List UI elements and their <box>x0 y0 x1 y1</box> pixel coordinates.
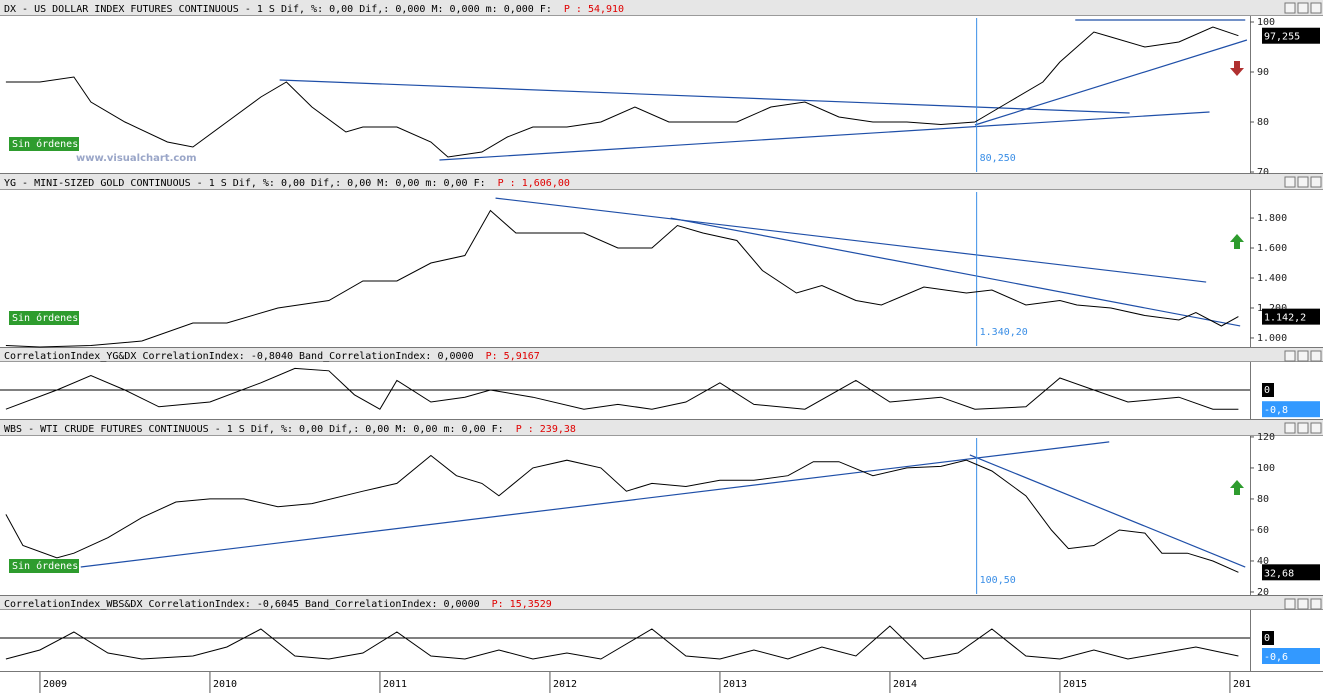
window-button <box>1284 598 1296 610</box>
window-button <box>1297 350 1309 362</box>
time-axis <box>0 672 1323 693</box>
reference-label: 0 <box>1264 385 1270 396</box>
x-tick-label: 2014 <box>893 679 917 690</box>
current-value-box <box>1262 648 1320 665</box>
x-tick-label: 2015 <box>1063 679 1087 690</box>
window-button <box>1297 2 1309 14</box>
window-button <box>1297 176 1309 188</box>
price-label: P : 239,38 <box>516 424 576 435</box>
y-tick-label: 60 <box>1257 525 1269 536</box>
y-tick-label: 1.800 <box>1257 213 1287 224</box>
y-tick-label: 1.400 <box>1257 273 1287 284</box>
orders-label: Sin órdenes <box>12 138 78 150</box>
current-value-box <box>1262 401 1320 418</box>
watermark: www.visualchart.com <box>76 153 197 164</box>
marker-label: 80,250 <box>980 153 1016 164</box>
x-tick-label: 2009 <box>43 679 67 690</box>
price-label: P: 15,3529 <box>492 599 552 610</box>
current-value-label: 97,255 <box>1264 32 1300 43</box>
price-label: P : 1,606,00 <box>498 178 570 189</box>
price-line <box>5 454 1239 573</box>
window-button <box>1310 176 1322 188</box>
reference-label: 0 <box>1264 633 1270 644</box>
trendline <box>80 441 1110 568</box>
price-line <box>5 209 1239 348</box>
price-line <box>5 367 1239 410</box>
orders-label: Sin órdenes <box>12 560 78 572</box>
panel-title: YG - MINI-SIZED GOLD CONTINUOUS - 1 S Di… <box>4 178 486 189</box>
window-button <box>1310 598 1322 610</box>
current-value-box <box>1262 564 1320 581</box>
current-value-label: -0,8 <box>1264 405 1288 416</box>
orders-badge <box>9 137 79 151</box>
signal-arrow <box>1230 234 1244 249</box>
window-button <box>1310 350 1322 362</box>
marker-label: 100,50 <box>980 575 1016 586</box>
current-value-label: 1.142,2 <box>1264 313 1306 324</box>
window-button <box>1284 176 1296 188</box>
panel-header <box>0 348 1323 362</box>
y-tick-label: 1.000 <box>1257 333 1287 344</box>
panel-title: WBS - WTI CRUDE FUTURES CONTINUOUS - 1 S… <box>4 424 504 435</box>
panel-header <box>0 420 1323 436</box>
price-label: P : 54,910 <box>564 4 624 15</box>
signal-arrow <box>1230 480 1244 495</box>
orders-label: Sin órdenes <box>12 312 78 324</box>
y-tick-label: 100 <box>1257 463 1275 474</box>
panel-header <box>0 174 1323 190</box>
y-tick-label: 90 <box>1257 67 1269 78</box>
x-tick-label: 2012 <box>553 679 577 690</box>
trendline <box>974 39 1248 126</box>
x-tick-label: 2010 <box>213 679 237 690</box>
orders-badge <box>9 559 79 573</box>
current-value-label: 32,68 <box>1264 568 1294 579</box>
y-tick-label: 80 <box>1257 494 1269 505</box>
y-tick-label: 100 <box>1257 17 1275 28</box>
marker-label: 1.340,20 <box>980 327 1028 338</box>
trendline <box>670 217 1241 327</box>
x-tick-label: 201 <box>1233 679 1251 690</box>
y-tick-label: 80 <box>1257 117 1269 128</box>
x-tick-label: 2013 <box>723 679 747 690</box>
window-button <box>1297 598 1309 610</box>
price-line <box>5 26 1239 158</box>
panel-header <box>0 0 1323 16</box>
y-tick-label: 70 <box>1257 167 1269 178</box>
reference-box <box>1262 630 1274 645</box>
current-value-box <box>1262 27 1320 44</box>
x-tick-label: 2011 <box>383 679 407 690</box>
signal-arrow <box>1230 61 1244 76</box>
panel-header <box>0 596 1323 610</box>
window-button <box>1284 422 1296 434</box>
price-line <box>5 625 1239 660</box>
window-button <box>1310 2 1322 14</box>
panel-title: CorrelationIndex_YG&DX CorrelationIndex:… <box>4 351 474 362</box>
panel-title: CorrelationIndex_WBS&DX CorrelationIndex… <box>4 599 480 610</box>
current-value-label: -0,6 <box>1264 652 1288 663</box>
y-tick-label: 1.200 <box>1257 303 1287 314</box>
trendline <box>279 79 1130 114</box>
window-button <box>1284 2 1296 14</box>
current-value-box <box>1262 308 1320 325</box>
window-button <box>1310 422 1322 434</box>
trendline <box>439 111 1210 161</box>
trendline <box>495 197 1207 283</box>
window-button <box>1297 422 1309 434</box>
y-tick-label: 1.600 <box>1257 243 1287 254</box>
trendline <box>969 454 1246 568</box>
price-label: P: 5,9167 <box>486 351 540 362</box>
window-button <box>1284 350 1296 362</box>
panel-title: DX - US DOLLAR INDEX FUTURES CONTINUOUS … <box>4 4 552 15</box>
reference-box <box>1262 383 1274 398</box>
y-tick-label: 40 <box>1257 556 1269 567</box>
orders-badge <box>9 311 79 325</box>
y-tick-label: 20 <box>1257 587 1269 598</box>
y-tick-label: 120 <box>1257 432 1275 443</box>
